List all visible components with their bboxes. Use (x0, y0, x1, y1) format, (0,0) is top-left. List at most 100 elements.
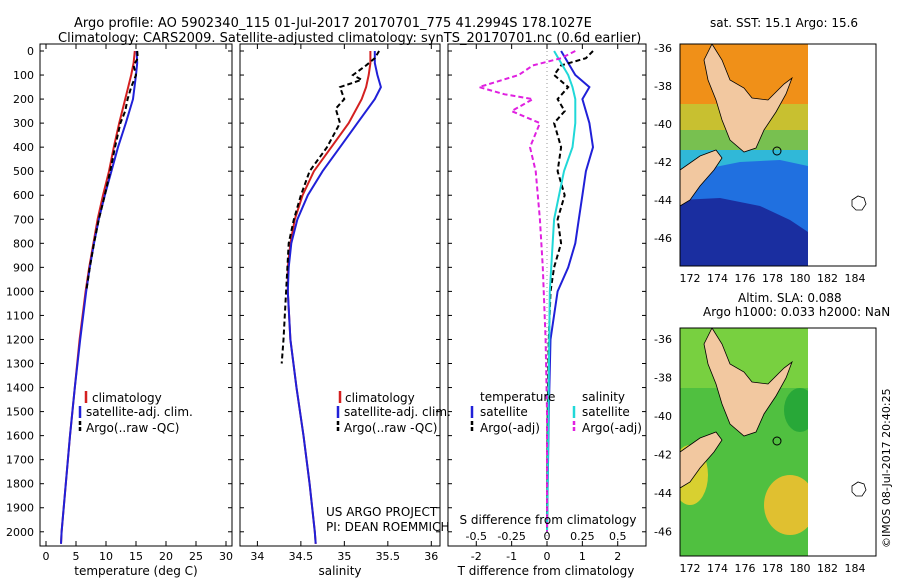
s-diff-tick-label: 0.5 (609, 530, 627, 543)
difference-plot-area (475, 50, 595, 539)
sla-lat-label: -46 (654, 526, 672, 539)
legend-label-s-argo: Argo(-adj) (582, 421, 642, 435)
x-tick-label: 0 (43, 550, 50, 563)
series-line (286, 51, 372, 544)
sst-lon-label: 174 (707, 272, 728, 285)
sst-cold-water (680, 198, 808, 266)
salinity-plot-area (280, 50, 382, 544)
difference-xlabel-t: T difference from climatology (457, 564, 635, 578)
sla-map (680, 328, 808, 556)
sla-lat-label: -42 (654, 449, 672, 462)
sla-lon-label: 178 (762, 562, 783, 575)
project-annotation: US ARGO PROJECT (326, 505, 438, 519)
sst-no-data (808, 44, 876, 266)
sst-lat-label: -42 (654, 156, 672, 169)
depth-tick-label: 700 (13, 213, 34, 226)
legend-heading-temperature: temperature (480, 390, 555, 404)
sst-lon-label: 184 (845, 272, 866, 285)
x-tick-label: 1 (579, 550, 586, 563)
depth-tick-label: 1100 (6, 309, 34, 322)
sla-lon-label: 184 (845, 562, 866, 575)
legend-label-argo: Argo(..raw -QC) (344, 421, 437, 435)
sla-lon-label: 172 (680, 562, 701, 575)
legend-label-argo: Argo(..raw -QC) (86, 421, 179, 435)
sla-lat-label: -44 (654, 487, 672, 500)
sst-south-island (680, 149, 723, 207)
x-tick-label: 2 (614, 550, 621, 563)
depth-tick-label: 1900 (6, 502, 34, 515)
sst-lon-label: 178 (762, 272, 783, 285)
sst-lon-label: 180 (790, 272, 811, 285)
depth-tick-label: 1300 (6, 358, 34, 371)
depth-tick-label: 200 (13, 93, 34, 106)
series-line (546, 50, 594, 532)
series-line (280, 50, 380, 364)
x-tick-label: 34.5 (289, 550, 314, 563)
depth-tick-label: 900 (13, 261, 34, 274)
legend-label-climatology: climatology (345, 391, 415, 405)
imos-credit: ©IMOS 08-Jul-2017 20:40:25 (880, 388, 893, 548)
sst-map (680, 44, 808, 266)
sla-high-anomaly (764, 475, 808, 535)
sst-lon-label: 172 (680, 272, 701, 285)
difference-legend: temperature satellite Argo(-adj) salinit… (470, 390, 642, 435)
legend-label-t-argo: Argo(-adj) (480, 421, 540, 435)
sla-south-island (680, 431, 723, 489)
x-tick-label: -2 (471, 550, 482, 563)
series-line (60, 50, 139, 544)
sla-map-frame (679, 327, 877, 557)
sst-chatham-island (851, 195, 867, 211)
x-tick-label: 35 (337, 550, 351, 563)
salinity-panel-frame (239, 43, 441, 547)
sla-lat-label: -40 (654, 410, 672, 423)
sla-north-island (703, 328, 793, 437)
depth-tick-label: 1800 (6, 478, 34, 491)
sla-lon-label: 176 (735, 562, 756, 575)
sst-lat-label: -38 (654, 80, 672, 93)
pi-annotation: PI: DEAN ROEMMICH (326, 520, 449, 534)
difference-xlabel-s: S difference from climatology (460, 513, 637, 527)
x-tick-label: 0 (544, 550, 551, 563)
sst-map-frame (679, 43, 877, 267)
depth-tick-label: 1500 (6, 406, 34, 419)
sst-lat-label: -36 (654, 42, 672, 55)
s-diff-tick-label: -0.25 (497, 530, 525, 543)
series-line (546, 50, 595, 532)
depth-tick-label: 400 (13, 141, 34, 154)
header-title-line2: Climatology: CARS2009. Satellite-adjuste… (58, 31, 641, 46)
sla-lon-label: 174 (707, 562, 728, 575)
s-diff-tick-label: -0.5 (466, 530, 487, 543)
x-tick-label: 5 (73, 550, 80, 563)
legend-label-t-satellite: satellite (480, 405, 528, 419)
depth-tick-label: 1200 (6, 333, 34, 346)
depth-tick-label: 300 (13, 117, 34, 130)
sla-argo-position (772, 436, 782, 446)
sst-lat-label: -46 (654, 232, 672, 245)
temperature-plot-area (60, 50, 139, 544)
sla-lat-label: -38 (654, 372, 672, 385)
legend-heading-salinity: salinity (582, 390, 625, 404)
axes-ticks: 0100200300400500600700800900100011001200… (6, 44, 646, 563)
x-tick-label: -1 (506, 550, 517, 563)
sst-lat-label: -40 (654, 118, 672, 131)
sla-lat-label: -36 (654, 333, 672, 346)
sla-low-anomaly (784, 388, 808, 432)
temperature-xlabel: temperature (deg C) (74, 564, 197, 578)
x-tick-label: 34 (250, 550, 264, 563)
series-line (546, 50, 577, 532)
series-line (60, 50, 136, 544)
sla-chatham-island (851, 481, 867, 497)
sla-map-title-2: Argo h1000: 0.033 h2000: NaN (703, 305, 890, 319)
depth-tick-label: 800 (13, 237, 34, 250)
s-diff-tick-label: 0.25 (570, 530, 595, 543)
depth-tick-label: 1700 (6, 454, 34, 467)
sst-lat-label: -44 (654, 194, 672, 207)
depth-tick-label: 1400 (6, 382, 34, 395)
x-tick-label: 20 (159, 550, 173, 563)
x-tick-label: 35.5 (376, 550, 401, 563)
temperature-panel-frame (39, 43, 233, 547)
header-title-line1: Argo profile: AO 5902340_115 01-Jul-2017… (74, 16, 592, 31)
sst-lon-label: 182 (817, 272, 838, 285)
series-line (286, 51, 382, 544)
series-line (85, 50, 139, 292)
